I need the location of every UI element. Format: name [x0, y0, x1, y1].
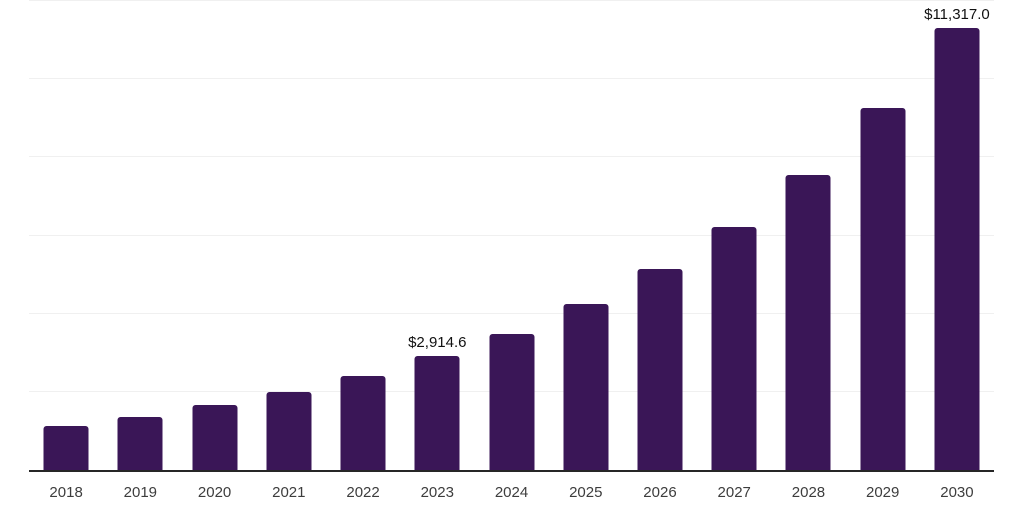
x-tick-label-2025: 2025: [569, 484, 603, 501]
bar-2023: [414, 356, 460, 470]
bar-2018: [43, 426, 89, 470]
x-tick-label-2018: 2018: [49, 484, 83, 501]
bar-2028: [785, 174, 831, 470]
bar-slot-2027: [697, 0, 771, 470]
x-tick-label-2028: 2028: [791, 484, 826, 501]
bar-slot-2023: $2,914.6: [400, 0, 474, 470]
bar-slot-2019: [103, 0, 177, 470]
bar-2024: [489, 334, 535, 470]
gridline-10000: [29, 78, 994, 80]
x-tick-label-2030: 2030: [940, 484, 974, 501]
gridline-4000: [29, 312, 994, 314]
x-tick-label-2019: 2019: [123, 484, 158, 501]
bar-slot-2021: [252, 0, 326, 470]
bar-slot-2018: [29, 0, 103, 470]
bar-slot-2022: [326, 0, 400, 470]
plot-area: $2,914.6 $11,317.0: [29, 0, 994, 470]
bar-slot-2024: [474, 0, 548, 470]
data-label-2023: $2,914.6: [408, 334, 467, 352]
gridline-12000: [29, 0, 994, 1]
bar-2019: [117, 417, 163, 470]
gridline-6000: [29, 234, 994, 236]
bar-slot-2030: $11,317.0: [920, 0, 994, 470]
x-tick-label-2022: 2022: [346, 484, 380, 501]
gridline-8000: [29, 156, 994, 158]
bar-2027: [711, 226, 757, 470]
bar-slot-2029: [846, 0, 920, 470]
bar-2026: [637, 269, 683, 470]
bar-2029: [860, 108, 906, 470]
x-tick-label-2029: 2029: [866, 484, 900, 501]
bar-2030: [934, 27, 980, 470]
x-axis-tick-labels: 2018 2019 2020 2021 2022 2023 2024 2025 2026 2027…: [29, 483, 994, 503]
bar-slot-2028: [771, 0, 845, 470]
bar-slot-2025: [549, 0, 623, 470]
bars-row: $2,914.6 $11,317.0: [29, 0, 994, 470]
x-tick-label-2021: 2021: [272, 484, 306, 501]
x-tick-label-2020: 2020: [197, 484, 232, 501]
bar-2020: [192, 404, 238, 470]
x-tick-label-2024: 2024: [494, 484, 529, 501]
bar-2021: [266, 392, 312, 470]
bar-slot-2026: [623, 0, 697, 470]
bar-2025: [563, 304, 609, 470]
data-label-2030: $11,317.0: [924, 5, 990, 23]
x-tick-label-2023: 2023: [420, 484, 454, 501]
bar-2022: [340, 375, 386, 470]
bar-slot-2020: [177, 0, 251, 470]
x-tick-label-2026: 2026: [643, 484, 677, 501]
x-axis-line: [29, 470, 994, 472]
x-tick-label-2027: 2027: [717, 484, 751, 501]
